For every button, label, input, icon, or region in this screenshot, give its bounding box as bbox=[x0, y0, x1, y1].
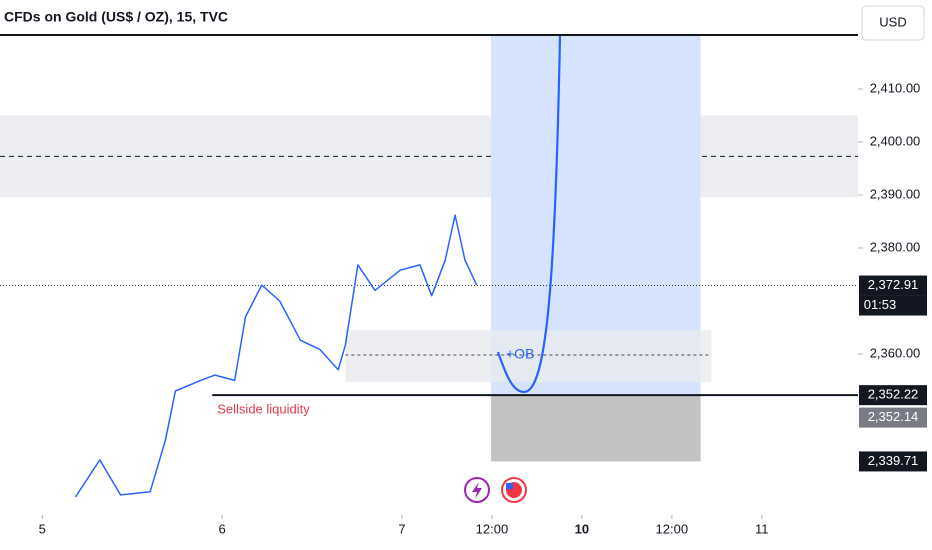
projection-curve bbox=[496, 34, 562, 394]
bid-price-label: 2,352.14 bbox=[868, 409, 919, 424]
y-tick-label: 2,410.00 bbox=[870, 80, 921, 95]
x-tick-label: 7 bbox=[398, 521, 405, 536]
order-block-label: +OB bbox=[506, 346, 534, 362]
sellside-label: Sellside liquidity bbox=[217, 402, 310, 417]
currency[interactable]: USD bbox=[879, 14, 906, 29]
lightning-icon bbox=[472, 482, 482, 499]
stop-zone bbox=[491, 395, 701, 462]
bid-price-label-box bbox=[859, 407, 927, 428]
y-tick-label: 2,390.00 bbox=[870, 186, 921, 201]
x-tick-label: 12:00 bbox=[656, 521, 689, 536]
stop-price-label-box bbox=[859, 451, 927, 472]
price-line bbox=[74, 214, 478, 498]
countdown: 01:53 bbox=[864, 297, 897, 312]
order-block bbox=[345, 330, 712, 383]
x-tick-label: 6 bbox=[219, 521, 226, 536]
stop-price-label: 2,339.71 bbox=[868, 453, 919, 468]
x-tick-label: 12:00 bbox=[476, 521, 509, 536]
y-tick-label: 2,360.00 bbox=[870, 345, 921, 360]
sellside-price-label: 2,352.22 bbox=[868, 387, 919, 402]
currency-button[interactable] bbox=[861, 5, 925, 41]
last-price-label: 2,372.91 bbox=[868, 277, 919, 292]
y-tick-label: 2,400.00 bbox=[870, 133, 921, 148]
x-tick-label: 10 bbox=[575, 521, 589, 536]
last-price-label-box bbox=[859, 275, 927, 296]
x-tick-label: 5 bbox=[39, 521, 46, 536]
y-tick-label: 2,380.00 bbox=[870, 239, 921, 254]
flag-canton bbox=[506, 483, 513, 489]
x-tick-label: 11 bbox=[755, 521, 769, 536]
countdown-box bbox=[859, 295, 927, 316]
chart-title: CFDs on Gold (US$ / OZ), 15, TVC bbox=[4, 9, 228, 25]
sellside-price-label-box bbox=[859, 385, 927, 406]
